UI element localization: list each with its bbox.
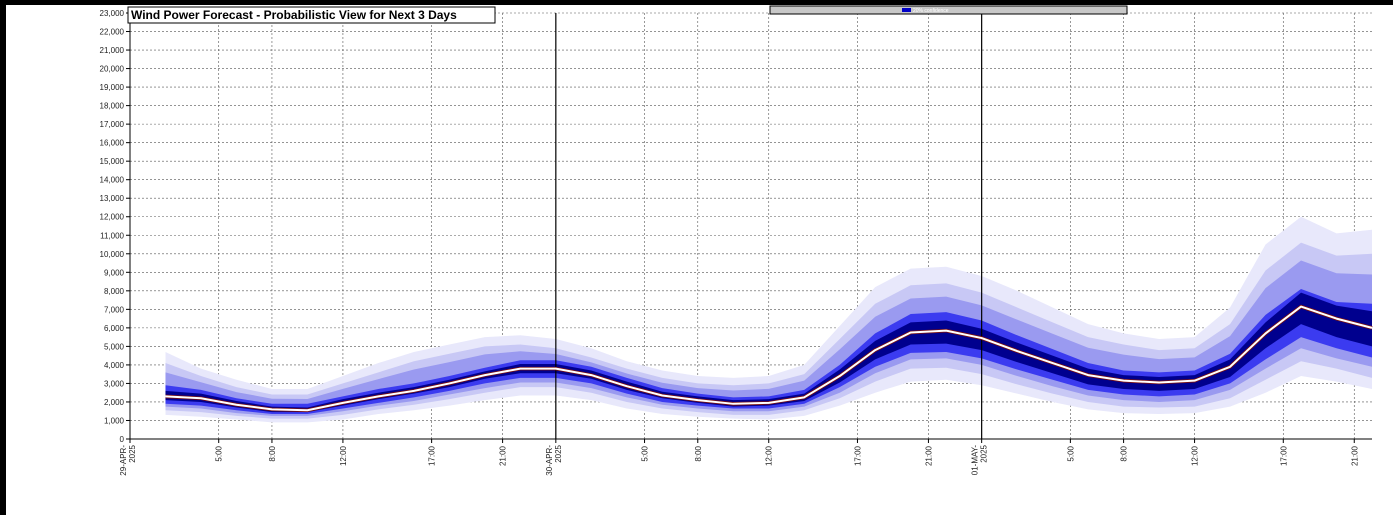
legend-box bbox=[769, 5, 1128, 15]
x-tick-label: 8:00 bbox=[268, 445, 277, 461]
y-axis-ticks: 0 1,000 2,000 3,000 4,000 5,000 6,000 7,000 8,00… bbox=[100, 9, 130, 444]
y-tick-label: 21,000 bbox=[100, 46, 125, 55]
y-tick-label: 23,000 bbox=[100, 9, 125, 18]
axes bbox=[129, 9, 1372, 440]
x-tick-label: 30-APR- bbox=[545, 445, 554, 476]
x-tick-label: 21:00 bbox=[1350, 445, 1359, 466]
band-inner bbox=[165, 292, 1372, 413]
x-tick-label: 21:00 bbox=[924, 445, 933, 466]
x-tick-label: 21:00 bbox=[499, 445, 508, 466]
x-tick-label: 5:00 bbox=[215, 445, 224, 461]
plot-background bbox=[6, 5, 1393, 515]
chart-title: Wind Power Forecast - Probabilistic View… bbox=[131, 8, 457, 22]
y-tick-label: 4,000 bbox=[104, 361, 125, 370]
x-tick-label: 12:00 bbox=[765, 445, 774, 466]
y-tick-label: 16,000 bbox=[100, 139, 125, 148]
y-tick-label: 11,000 bbox=[100, 231, 124, 240]
chart-title-box: Wind Power Forecast - Probabilistic View… bbox=[127, 6, 496, 24]
x-tick-label: 29-APR- bbox=[119, 445, 128, 476]
forecast-line bbox=[165, 305, 1373, 412]
y-tick-label: 13,000 bbox=[100, 194, 125, 203]
gridlines bbox=[130, 12, 1372, 439]
x-tick-label: 5:00 bbox=[641, 445, 650, 461]
y-tick-label: 8,000 bbox=[104, 287, 125, 296]
y-tick-label: 3,000 bbox=[104, 379, 125, 388]
x-tick-label: 8:00 bbox=[1120, 445, 1129, 461]
y-tick-label: 9,000 bbox=[104, 268, 125, 277]
y-tick-label: 15,000 bbox=[100, 157, 125, 166]
y-tick-label: 5,000 bbox=[104, 342, 125, 351]
y-tick-label: 20,000 bbox=[100, 65, 125, 74]
y-tick-label: 22,000 bbox=[100, 28, 125, 37]
legend-swatch bbox=[902, 8, 911, 12]
y-tick-label: 6,000 bbox=[104, 324, 125, 333]
x-tick-label: 2025 bbox=[980, 444, 989, 462]
x-tick-label: 12:00 bbox=[339, 445, 348, 466]
x-tick-label: 01-MAY- bbox=[971, 445, 980, 476]
x-tick-label: 2025 bbox=[128, 444, 137, 462]
y-tick-label: 17,000 bbox=[100, 120, 125, 129]
y-tick-label: 12,000 bbox=[100, 213, 125, 222]
y-tick-label: 18,000 bbox=[100, 102, 125, 111]
y-tick-label: 0 bbox=[120, 435, 125, 444]
x-tick-label: 17:00 bbox=[1279, 445, 1288, 466]
x-axis-ticks: 29-APR- 2025 5:00 8:00 12:00 17:00 21:00 30-APR… bbox=[119, 439, 1359, 476]
x-tick-label: 5:00 bbox=[1066, 445, 1075, 461]
forecast-line-group bbox=[165, 304, 1373, 413]
legend: 20% confidence bbox=[769, 5, 1128, 15]
x-tick-label: 12:00 bbox=[1191, 445, 1200, 466]
y-tick-label: 19,000 bbox=[100, 83, 125, 92]
y-tick-label: 10,000 bbox=[100, 250, 125, 259]
legend-label: 20% confidence bbox=[913, 8, 949, 14]
y-tick-label: 14,000 bbox=[100, 176, 125, 185]
x-tick-label: 8:00 bbox=[694, 445, 703, 461]
y-tick-label: 2,000 bbox=[104, 398, 125, 407]
x-tick-label: 17:00 bbox=[853, 445, 862, 466]
y-tick-label: 1,000 bbox=[104, 416, 125, 425]
x-tick-label: 17:00 bbox=[428, 445, 437, 466]
y-tick-label: 7,000 bbox=[104, 305, 125, 314]
x-tick-label: 2025 bbox=[554, 444, 563, 462]
